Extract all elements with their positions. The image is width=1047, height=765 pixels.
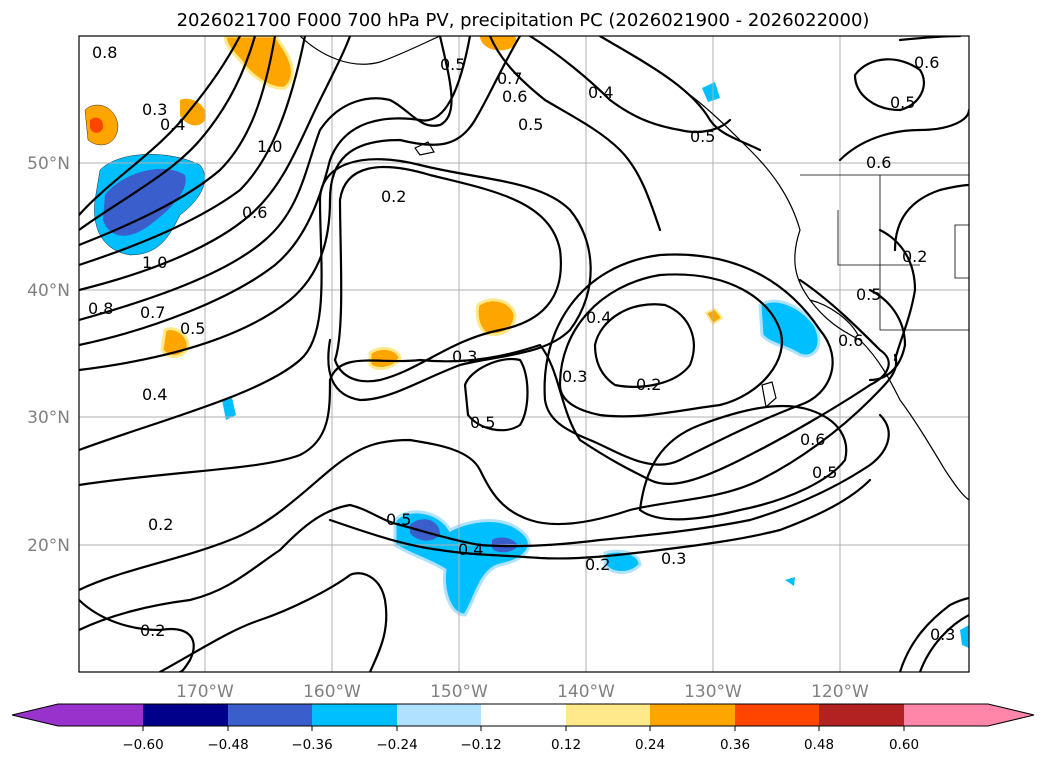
- precip-negative-area: [960, 625, 969, 648]
- colorbar-segment: [566, 704, 650, 726]
- pv-contours: [79, 36, 969, 672]
- colorbar-segment: [12, 704, 58, 726]
- contour-label: 0.5: [890, 93, 915, 112]
- contour-label: 0.2: [381, 187, 406, 206]
- coastline: [299, 36, 969, 501]
- precip-positive-area: [704, 307, 724, 326]
- lon-label: 120°W: [811, 682, 869, 702]
- colorbar-outline: [11, 703, 1035, 727]
- contour-label: 0.2: [585, 555, 610, 574]
- colorbar-segment: [228, 704, 312, 726]
- lon-label: 130°W: [684, 682, 742, 702]
- colorbar: −0.60 −0.48 −0.36 −0.24 −0.12 0.12 0.24 …: [11, 703, 1035, 753]
- contour-label: 0.8: [88, 299, 113, 318]
- contour-label: 0.3: [562, 367, 587, 386]
- contour-label: 0.4: [586, 308, 611, 327]
- colorbar-segment: [988, 704, 1034, 726]
- lon-label: 170°W: [176, 682, 234, 702]
- contour-label: 0.2: [148, 515, 173, 534]
- contour-label: 0.6: [914, 53, 939, 72]
- contour-label: 0.5: [440, 55, 465, 74]
- contour-label: 0.6: [866, 153, 891, 172]
- colorbar-tick-label: 0.60: [889, 737, 919, 753]
- colorbar-segment: [650, 704, 735, 726]
- contour-label: 1.0: [257, 137, 282, 156]
- precip-negative-area: [222, 398, 236, 420]
- colorbar-segment: [312, 704, 397, 726]
- colorbar-tick-label: 0.24: [635, 737, 665, 753]
- contour-label: 0.3: [452, 347, 477, 366]
- longitude-labels: 170°W 160°W 150°W 140°W 130°W 120°W: [176, 682, 869, 702]
- precip-negative-area: [785, 577, 795, 586]
- contour-label: 0.4: [142, 385, 167, 404]
- contour-label: 0.5: [470, 413, 495, 432]
- gridlines: [79, 36, 969, 672]
- precip-positive-area: [223, 36, 294, 90]
- colorbar-segment: [58, 704, 143, 726]
- colorbar-tick-label: −0.36: [291, 737, 332, 753]
- colorbar-tick-label: −0.48: [207, 737, 248, 753]
- contour-label: 0.2: [140, 621, 165, 640]
- colorbar-ticks: [142, 726, 905, 731]
- colorbar-tick-label: 0.36: [720, 737, 750, 753]
- contour-label: 0.5: [856, 285, 881, 304]
- lat-label: 40°N: [27, 281, 70, 301]
- colorbar-tick-label: −0.24: [376, 737, 417, 753]
- precip-positive-area: [180, 98, 206, 126]
- precip-shading: [84, 36, 969, 648]
- precip-negative-area: [758, 299, 821, 358]
- contour-label: 0.4: [588, 83, 613, 102]
- figure-title: 2026021700 F000 700 hPa PV, precipitatio…: [177, 10, 870, 31]
- colorbar-segment: [819, 704, 904, 726]
- contour-label: 0.5: [690, 127, 715, 146]
- contour-label: 0.6: [242, 203, 267, 222]
- map-frame: [78, 35, 970, 673]
- precip-negative-area: [702, 82, 720, 102]
- colorbar-tick-label: 0.12: [551, 737, 581, 753]
- lat-label: 30°N: [27, 408, 70, 428]
- contour-label: 0.7: [497, 69, 522, 88]
- lon-label: 160°W: [303, 682, 361, 702]
- contour-label: 0.4: [160, 115, 185, 134]
- precip-positive-area: [480, 36, 517, 51]
- contour-label: 0.5: [386, 510, 411, 529]
- contour-label: 0.3: [142, 100, 167, 119]
- lon-label: 150°W: [430, 682, 488, 702]
- contour-label: 0.5: [518, 115, 543, 134]
- contour-label: 0.3: [930, 625, 955, 644]
- precip-positive-core: [90, 117, 104, 133]
- contour-label: 1.0: [142, 253, 167, 272]
- colorbar-segment: [143, 704, 228, 726]
- precip-positive-area: [475, 298, 517, 336]
- lat-label: 50°N: [27, 154, 70, 174]
- contour-label: 0.2: [636, 375, 661, 394]
- colorbar-segment: [397, 704, 481, 726]
- contour-label: 0.6: [502, 87, 527, 106]
- precip-negative-core: [410, 519, 440, 541]
- precip-positive-area: [368, 346, 402, 370]
- colorbar-segment: [481, 704, 566, 726]
- contour-label: 0.3: [661, 549, 686, 568]
- precip-negative-core: [103, 168, 186, 236]
- latitude-labels: 50°N 40°N 30°N 20°N: [27, 154, 70, 556]
- lon-label: 140°W: [557, 682, 615, 702]
- colorbar-segment: [904, 704, 988, 726]
- colorbar-tick-label: −0.12: [460, 737, 501, 753]
- contour-label: 0.5: [812, 463, 837, 482]
- colorbar-tick-label: −0.60: [122, 737, 163, 753]
- contour-label: 0.5: [180, 319, 205, 338]
- lat-label: 20°N: [27, 536, 70, 556]
- contour-label: 0.6: [838, 331, 863, 350]
- colorbar-segment: [735, 704, 819, 726]
- contour-labels: 0.8 0.3 0.4 1.0 1.0 0.6 0.8 0.7 0.5 0.4 …: [88, 43, 955, 644]
- contour-label: 0.8: [92, 43, 117, 62]
- contour-label: 0.4: [458, 540, 483, 559]
- map-area: 0.8 0.3 0.4 1.0 1.0 0.6 0.8 0.7 0.5 0.4 …: [79, 36, 969, 672]
- contour-label: 0.6: [800, 430, 825, 449]
- contour-label: 0.2: [902, 247, 927, 266]
- colorbar-tick-label: 0.48: [804, 737, 834, 753]
- contour-label: 0.7: [140, 303, 165, 322]
